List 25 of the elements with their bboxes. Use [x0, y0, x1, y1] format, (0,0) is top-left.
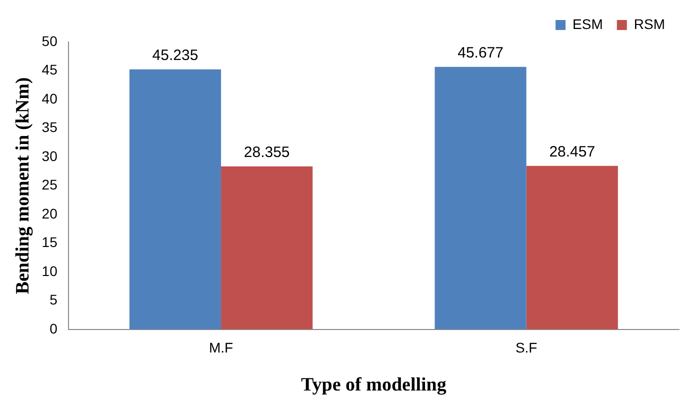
y-tick-label: 40 — [42, 90, 58, 106]
x-tick-label: S.F — [515, 340, 538, 356]
data-label: 45.677 — [458, 44, 504, 62]
y-tick-label: 10 — [42, 262, 58, 279]
y-tick-label: 0 — [50, 320, 58, 336]
y-tick-label: 25 — [42, 176, 58, 193]
y-tick-label: 35 — [42, 119, 58, 136]
bar — [221, 166, 313, 330]
bar — [434, 66, 526, 330]
y-tick-label: 20 — [42, 205, 58, 222]
data-label: 28.355 — [244, 144, 290, 162]
x-axis-title: Type of modelling — [301, 374, 447, 396]
x-tick-label: M.F — [208, 340, 234, 356]
data-label: 45.235 — [152, 47, 198, 64]
bar — [526, 166, 618, 330]
bar — [129, 69, 222, 330]
y-tick-label: 15 — [42, 234, 58, 250]
legend-label: RSM — [634, 16, 666, 32]
data-label: 28.457 — [549, 143, 596, 160]
legend-label: ESM — [572, 16, 603, 32]
y-tick-label: 30 — [42, 148, 58, 164]
y-tick-label: 5 — [50, 292, 58, 308]
y-tick-label: 45 — [42, 62, 58, 78]
y-axis-title: Bending moment in (kNm) — [12, 77, 34, 294]
y-tick-label: 50 — [42, 32, 58, 49]
